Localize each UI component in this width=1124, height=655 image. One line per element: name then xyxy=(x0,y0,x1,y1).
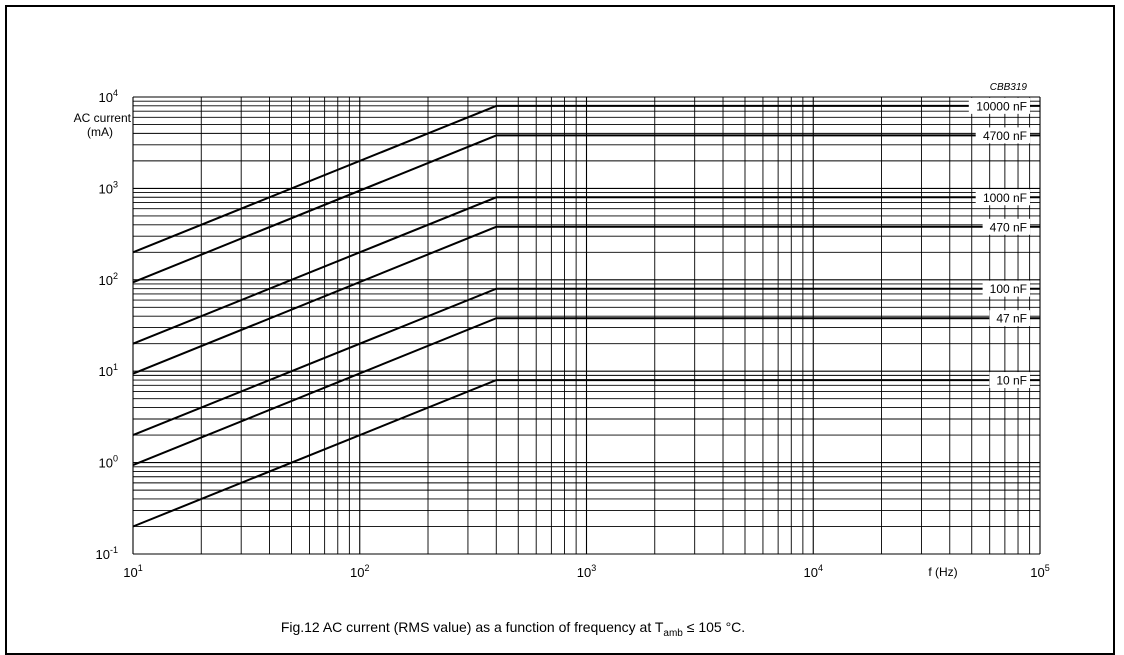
series-line xyxy=(132,225,1040,375)
y-tick-label: 103 xyxy=(99,179,118,196)
series-label: 10000 nF xyxy=(976,99,1027,113)
caption-suffix: ≤ 105 °C. xyxy=(683,619,745,635)
y-tick-label: 104 xyxy=(99,88,118,105)
caption-prefix: Fig.12 AC current (RMS value) as a funct… xyxy=(281,619,664,635)
caption-subscript: amb xyxy=(663,628,683,639)
curve-labels: 10000 nF 4700 nF 1000 nF 470 nF 100 nF 47 nF 1… xyxy=(968,97,1030,389)
series-label: 1000 nF xyxy=(983,191,1027,205)
x-tick-label: 103 xyxy=(577,563,596,580)
y-tick-label: 10-1 xyxy=(96,545,118,562)
x-tick-label: 102 xyxy=(350,563,369,580)
series-line xyxy=(132,134,1040,284)
y-axis-label-line1: AC current xyxy=(74,111,132,125)
series-line xyxy=(132,196,1040,345)
series-label: 10 nF xyxy=(996,374,1027,388)
series-label-bg xyxy=(975,127,1030,144)
y-tick-label: 102 xyxy=(99,271,118,288)
series-label-bg xyxy=(968,97,1030,114)
series-label: 47 nF xyxy=(996,312,1027,326)
series-label-bg xyxy=(989,372,1030,389)
series-label-bg xyxy=(989,310,1030,327)
y-tick-label: 101 xyxy=(99,362,118,379)
grid xyxy=(132,96,1041,555)
series-label-bg xyxy=(982,218,1030,235)
figure-code: CBB319 xyxy=(990,82,1028,93)
series-label-bg xyxy=(975,189,1030,206)
curves xyxy=(132,104,1040,528)
series-label-bg xyxy=(982,280,1030,297)
series-label: 4700 nF xyxy=(983,129,1027,143)
x-tick-label: 101 xyxy=(123,563,142,580)
series-line xyxy=(132,104,1040,254)
y-tick-label: 100 xyxy=(99,454,118,471)
y-axis-label-line2: (mA) xyxy=(87,125,113,139)
series-label: 100 nF xyxy=(990,282,1027,296)
figure-caption: Fig.12 AC current (RMS value) as a funct… xyxy=(281,619,745,639)
x-axis-label: f (Hz) xyxy=(928,565,957,579)
series-line xyxy=(132,287,1040,437)
series-line xyxy=(132,379,1040,528)
tick-labels: 101 102 103 104 105 10-1 100 101 102 103 104 xyxy=(96,88,1050,580)
series-label: 470 nF xyxy=(990,220,1027,234)
x-tick-label: 105 xyxy=(1030,563,1049,580)
x-tick-label: 104 xyxy=(804,563,823,580)
series-line xyxy=(132,317,1040,467)
